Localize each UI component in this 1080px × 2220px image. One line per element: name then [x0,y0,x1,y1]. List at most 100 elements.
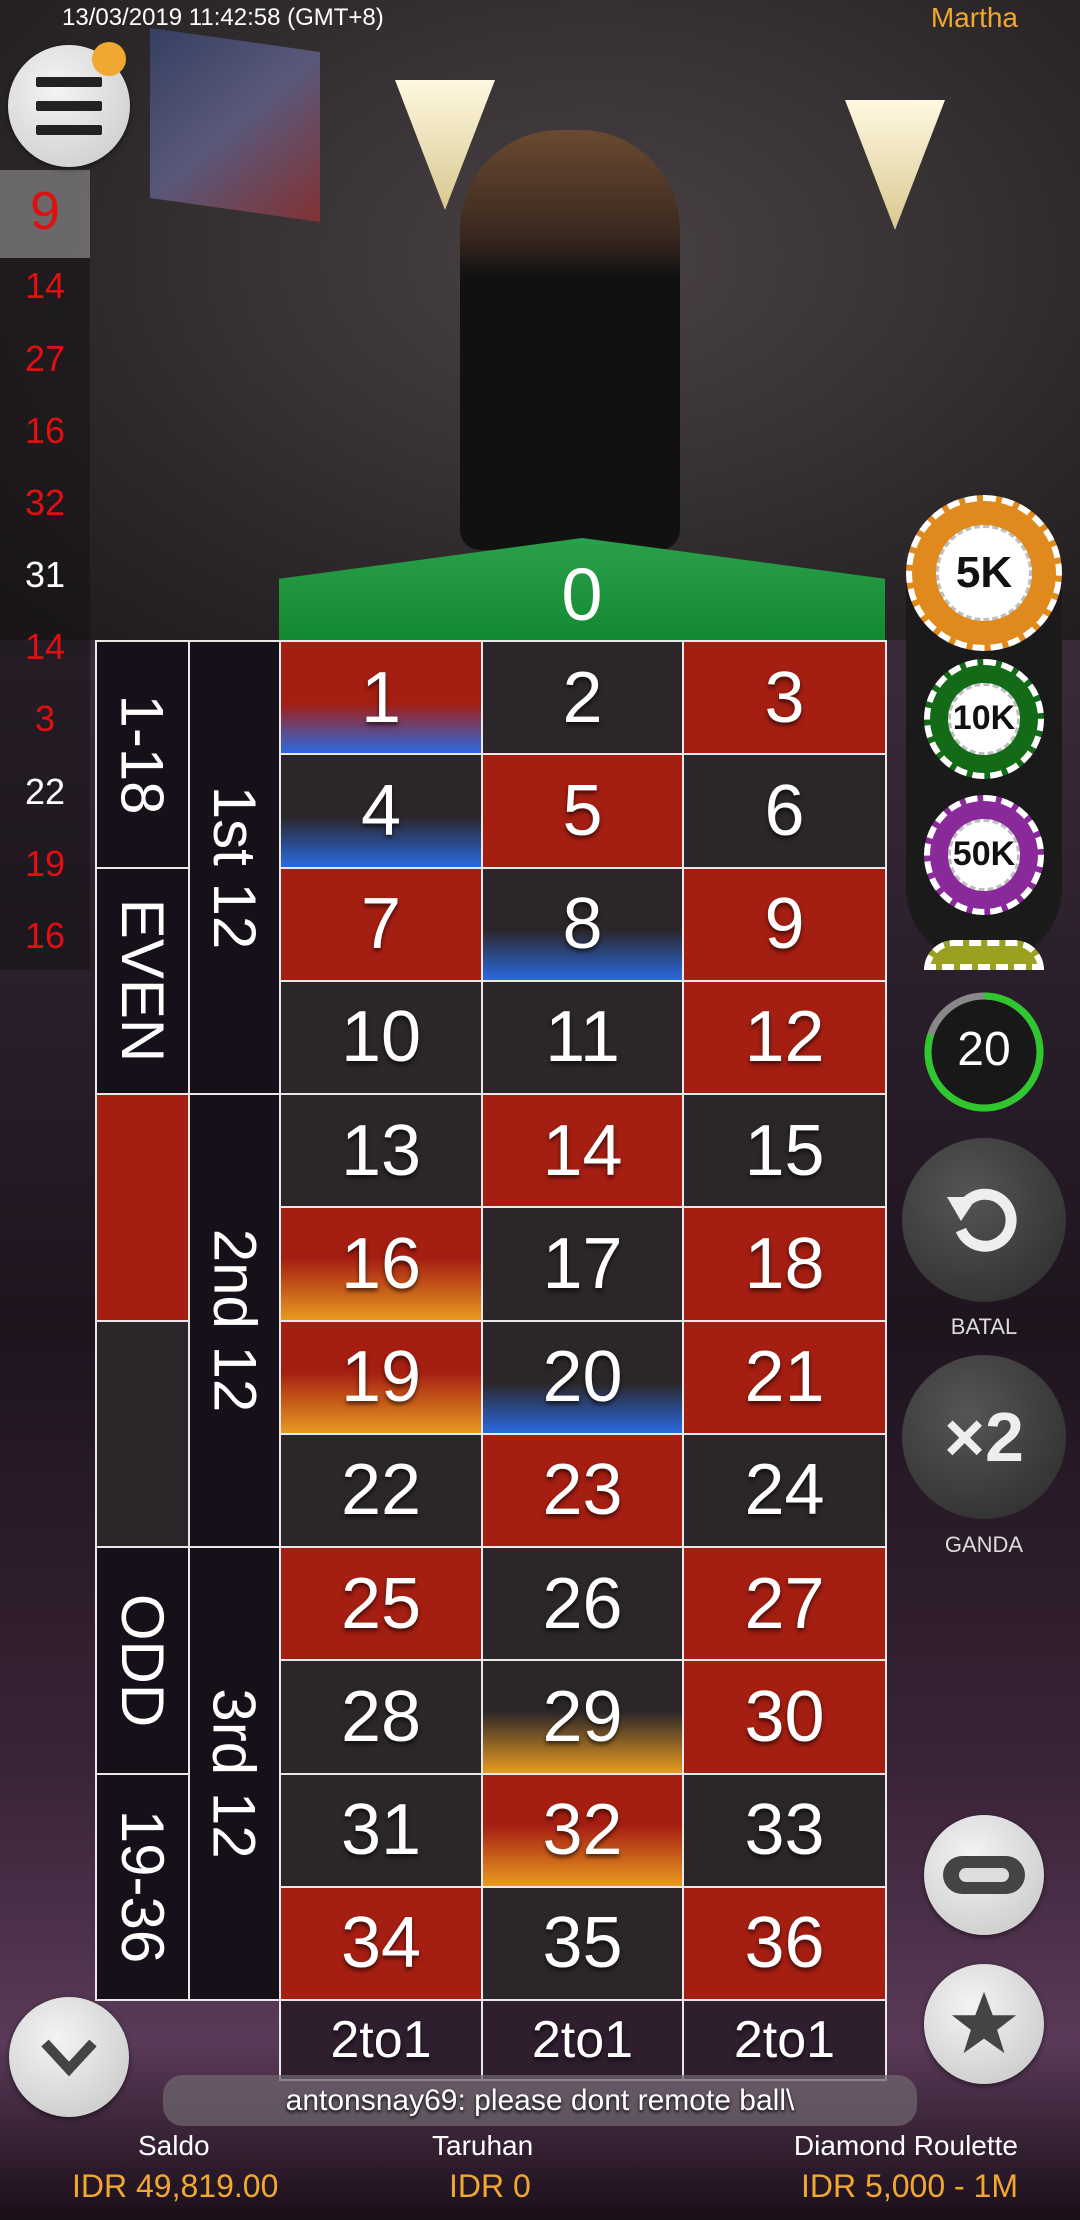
bet-number-1[interactable]: 1 [279,640,483,756]
chip-50K[interactable]: 50K [924,795,1044,915]
history-number: 9 [29,181,61,241]
outside-label: 1-18 [109,694,176,815]
video-lamp [845,100,945,230]
timestamp: 13/03/2019 11:42:58 (GMT+8) [62,4,384,31]
history-panel [0,170,90,970]
table-limits: IDR 5,000 - 1M [801,2168,1018,2204]
undo-icon [947,1188,1017,1252]
video-tv [150,28,320,222]
bet-column-1[interactable]: 2to1 [279,1999,483,2081]
chip-label: 10K [948,683,1020,755]
bet-number-7[interactable]: 7 [279,866,483,982]
balance-value: IDR 49,819.00 [72,2168,279,2204]
collapse-button[interactable] [9,1997,129,2117]
notification-dot [92,42,126,76]
bet-number-14[interactable]: 14 [481,1093,684,1209]
chip-10K[interactable]: 10K [924,659,1044,779]
history-number: 31 [24,554,66,595]
bet-even[interactable]: EVEN [95,866,190,1095]
history-number: 32 [24,482,66,523]
history-number: 19 [24,843,66,884]
bet-number-4[interactable]: 4 [279,753,483,869]
bet-number-24[interactable]: 24 [682,1432,887,1548]
bet-number-12[interactable]: 12 [682,979,887,1095]
bet-number-26[interactable]: 26 [481,1546,684,1662]
racetrack-icon [943,1856,1025,1894]
timer-ring [924,992,1044,1112]
bet-number-35[interactable]: 35 [481,1885,684,2001]
bet-column-3[interactable]: 2to1 [682,1999,887,2081]
hamburger-icon [36,77,102,87]
bet-number-11[interactable]: 11 [481,979,684,1095]
bet-number-16[interactable]: 16 [279,1206,483,1322]
star-icon [951,1991,1017,2054]
hamburger-icon [36,101,102,111]
bet-number-8[interactable]: 8 [481,866,684,982]
bet-dozen-1[interactable]: 1st 12 [188,640,281,1095]
bet-number-30[interactable]: 30 [682,1659,887,1775]
bet-dozen-2[interactable]: 2nd 12 [188,1093,281,1548]
table-name: Diamond Roulette [793,2130,1018,2161]
double-button[interactable]: ×2 [902,1355,1066,1519]
bet-number-21[interactable]: 21 [682,1319,887,1435]
history-number: 27 [24,338,66,379]
chip-5K[interactable]: 5K [906,495,1062,651]
bet-low[interactable]: 1-18 [95,640,190,869]
bet-red[interactable] [95,1093,190,1322]
bet-number-6[interactable]: 6 [682,753,887,869]
outside-label: ODD [109,1593,176,1727]
bet-number-25[interactable]: 25 [279,1546,483,1662]
history-number: 3 [34,698,56,739]
bet-number-2[interactable]: 2 [481,640,684,756]
dozen-label: 2nd 12 [201,1228,269,1413]
username: Martha [930,2,1018,33]
bet-number-19[interactable]: 19 [279,1319,483,1435]
bet-number-20[interactable]: 20 [481,1319,684,1435]
video-dealer [460,130,680,550]
history-number: 14 [24,265,66,306]
zero-label: 0 [561,553,603,636]
undo-button[interactable] [902,1138,1066,1302]
bet-number-10[interactable]: 10 [279,979,483,1095]
favorites-button[interactable] [924,1964,1044,2084]
outside-label: 19-36 [109,1810,176,1964]
double-label: GANDA [944,1532,1024,1557]
bet-number-23[interactable]: 23 [481,1432,684,1548]
bet-black[interactable] [95,1319,190,1548]
bet-number-18[interactable]: 18 [682,1206,887,1322]
double-icon: ×2 [944,1398,1024,1476]
live-video [0,0,1080,640]
history-number: 14 [24,626,66,667]
bet-number-27[interactable]: 27 [682,1546,887,1662]
hamburger-icon [36,125,102,135]
chip-label: 5K [936,525,1032,621]
bet-odd[interactable]: ODD [95,1546,190,1775]
bet-number-33[interactable]: 33 [682,1772,887,1888]
undo-label: BATAL [950,1314,1018,1339]
bet-number-34[interactable]: 34 [279,1885,483,2001]
bet-dozen-3[interactable]: 3rd 12 [188,1546,281,2001]
bet-number-22[interactable]: 22 [279,1432,483,1548]
bet-number-5[interactable]: 5 [481,753,684,869]
racetrack-button[interactable] [924,1815,1044,1935]
bet-number-15[interactable]: 15 [682,1093,887,1209]
chat-message: antonsnay69: please dont remote ball\ [163,2075,917,2126]
bet-number-3[interactable]: 3 [682,640,887,756]
chip-more[interactable] [924,940,1044,970]
bet-number-9[interactable]: 9 [682,866,887,982]
bet-number-29[interactable]: 29 [481,1659,684,1775]
history-number: 16 [24,410,66,451]
bet-number-13[interactable]: 13 [279,1093,483,1209]
chevron-down-icon [41,2039,97,2077]
bet-column-2[interactable]: 2to1 [481,1999,684,2081]
balance-label: Saldo [138,2130,210,2161]
timer-value: 20 [957,1023,1011,1076]
bet-number-32[interactable]: 32 [481,1772,684,1888]
bet-high[interactable]: 19-36 [95,1772,190,2001]
bet-number-17[interactable]: 17 [481,1206,684,1322]
history-number: 22 [24,771,66,812]
dozen-label: 3rd 12 [201,1688,269,1859]
bet-number-28[interactable]: 28 [279,1659,483,1775]
bet-number-36[interactable]: 36 [682,1885,887,2001]
bet-number-31[interactable]: 31 [279,1772,483,1888]
